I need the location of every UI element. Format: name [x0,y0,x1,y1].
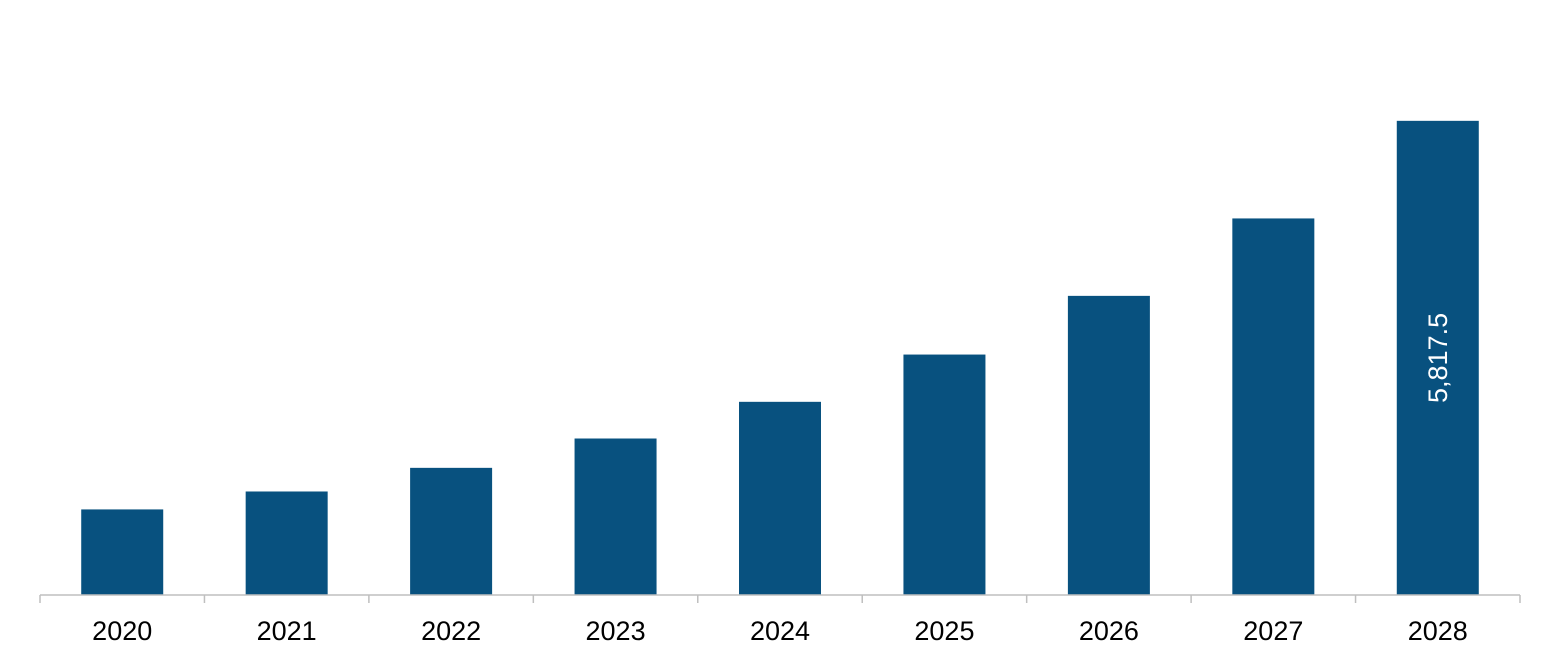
bar-2025 [903,354,986,595]
bar-2023 [574,438,657,595]
x-tick-label: 2021 [257,616,317,646]
x-tick-label: 2025 [914,616,974,646]
x-tick-label: 2020 [92,616,152,646]
value-labels-group: 5,817.5 [1423,313,1453,403]
x-tick-label: 2026 [1079,616,1139,646]
x-tick-label: 2027 [1243,616,1303,646]
bar-value-label: 5,817.5 [1423,313,1453,403]
bars-group [81,120,1479,596]
x-tick-label: 2022 [421,616,481,646]
bar-2027 [1232,218,1315,595]
bar-2026 [1067,295,1150,595]
x-axis-labels: 2020 2021 2022 2023 2024 2025 2026 2027 2028 [92,616,1468,646]
x-tick-label: 2024 [750,616,810,646]
bar-2024 [739,401,821,595]
bar-2020 [81,509,164,595]
x-tick-label: 2028 [1408,616,1468,646]
x-tick-label: 2023 [586,616,646,646]
x-axis-ticks [39,595,1521,603]
bar-2021 [245,491,328,595]
bar-2028 [1396,120,1479,596]
bar-2022 [410,467,493,595]
